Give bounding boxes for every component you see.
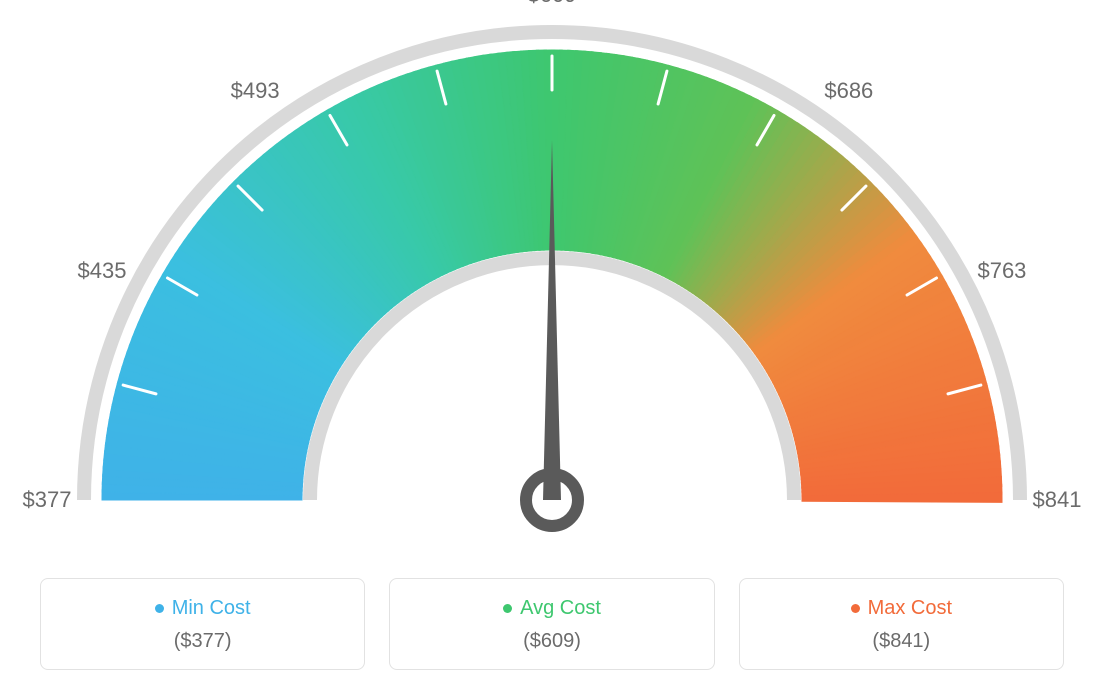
legend-min-title: Min Cost (155, 597, 251, 620)
legend-min-value: ($377) (51, 630, 354, 653)
legend-avg-value: ($609) (400, 630, 703, 653)
gauge-tick-label: $493 (231, 78, 280, 104)
dot-icon (503, 604, 512, 613)
gauge-tick-label: $763 (977, 258, 1026, 284)
gauge-area: $377 $435 $493 $609 $686 $763 $841 (0, 0, 1104, 560)
legend-max-card: Max Cost ($841) (739, 578, 1064, 670)
legend-max-value: ($841) (750, 630, 1053, 653)
legend-min-card: Min Cost ($377) (40, 578, 365, 670)
legend-row: Min Cost ($377) Avg Cost ($609) Max Cost… (0, 578, 1104, 670)
gauge-tick-label: $609 (528, 0, 577, 8)
gauge-tick-label: $686 (824, 78, 873, 104)
gauge-tick-label: $435 (78, 258, 127, 284)
gauge-tick-label: $841 (1033, 487, 1082, 513)
legend-avg-card: Avg Cost ($609) (389, 578, 714, 670)
legend-min-label: Min Cost (172, 597, 251, 620)
gauge-chart-root: { "gauge": { "type": "gauge", "min_value… (0, 0, 1104, 690)
gauge-tick-label: $377 (23, 487, 72, 513)
legend-avg-title: Avg Cost (503, 597, 601, 620)
legend-max-title: Max Cost (851, 597, 952, 620)
dot-icon (155, 604, 164, 613)
legend-max-label: Max Cost (868, 597, 952, 620)
legend-avg-label: Avg Cost (520, 597, 601, 620)
gauge-svg (0, 0, 1104, 560)
dot-icon (851, 604, 860, 613)
